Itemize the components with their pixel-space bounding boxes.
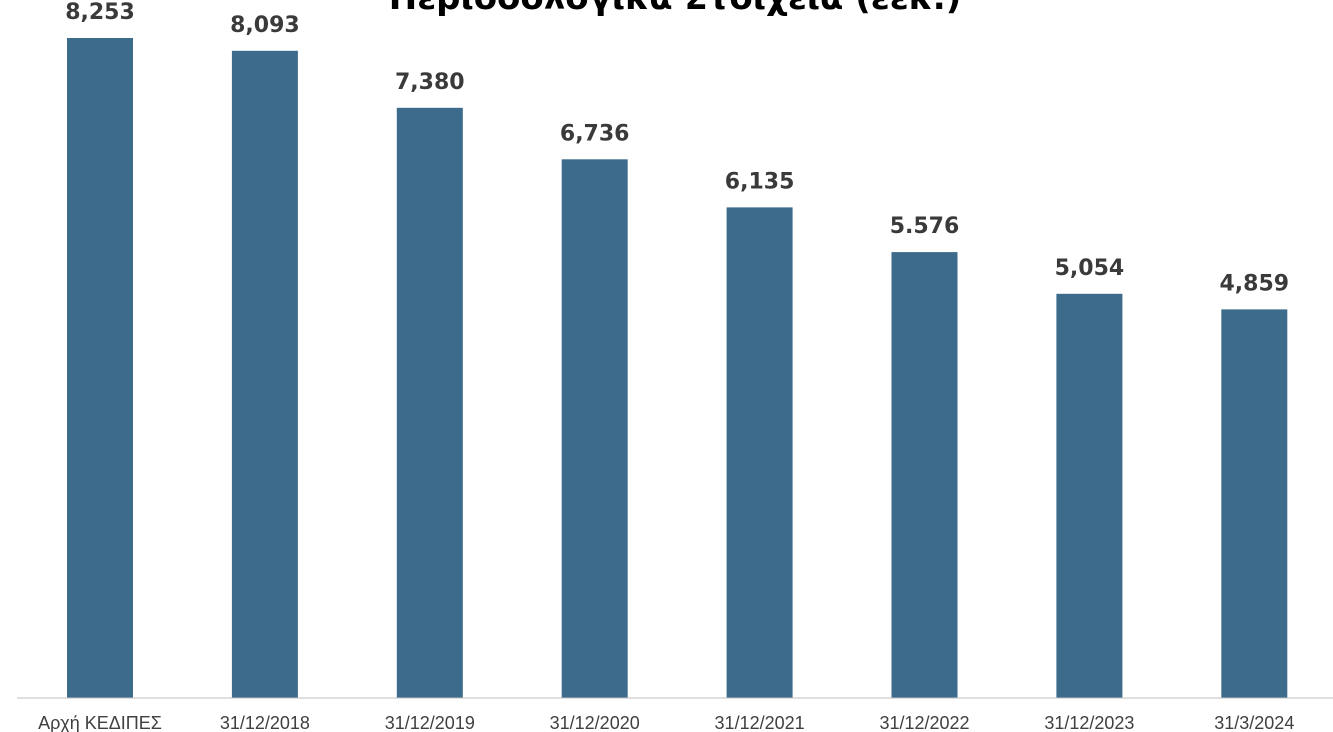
bar-value-label: 6,135: [725, 169, 795, 194]
bars-layer: [67, 38, 1288, 699]
bar-value-label: 5,054: [1055, 256, 1125, 281]
x-tick-labels-layer: Αρχή ΚΕΔΙΠΕΣ 31/12/2018 31/12/2019 31/12/20…: [38, 713, 1294, 732]
bar: [67, 38, 133, 698]
x-tick-label: 31/12/2019: [385, 713, 475, 732]
x-tick-label: 31/12/2020: [550, 713, 640, 732]
bar-value-label: 7,380: [395, 70, 465, 95]
bar-value-label: 8,253: [65, 0, 135, 25]
x-tick-label: 31/3/2024: [1214, 713, 1294, 732]
bar-value-label: 4,859: [1220, 271, 1290, 296]
x-tick-label: 31/12/2023: [1044, 713, 1134, 732]
bar: [891, 252, 958, 698]
value-labels-layer: 8,253 8,093 7,380 6,736 6,135 5.576 5,054 4,859: [65, 0, 1289, 296]
x-tick-label: 31/12/2018: [220, 713, 310, 732]
x-tick-label: Αρχή ΚΕΔΙΠΕΣ: [38, 713, 162, 732]
bar-value-label: 5.576: [890, 214, 960, 239]
bar: [561, 159, 628, 699]
bar: [1221, 309, 1288, 698]
bar: [1056, 293, 1123, 698]
bar: [231, 50, 298, 699]
x-tick-label: 31/12/2021: [715, 713, 805, 732]
chart-title: Περιοδολογικά Στοιχεία (εεκ.): [0, 0, 1333, 18]
x-tick-label: 31/12/2022: [879, 713, 969, 732]
bar-value-label: 6,736: [560, 121, 630, 146]
bar: [396, 107, 463, 699]
bar: [726, 207, 793, 698]
bar-value-label: 8,093: [230, 13, 300, 38]
